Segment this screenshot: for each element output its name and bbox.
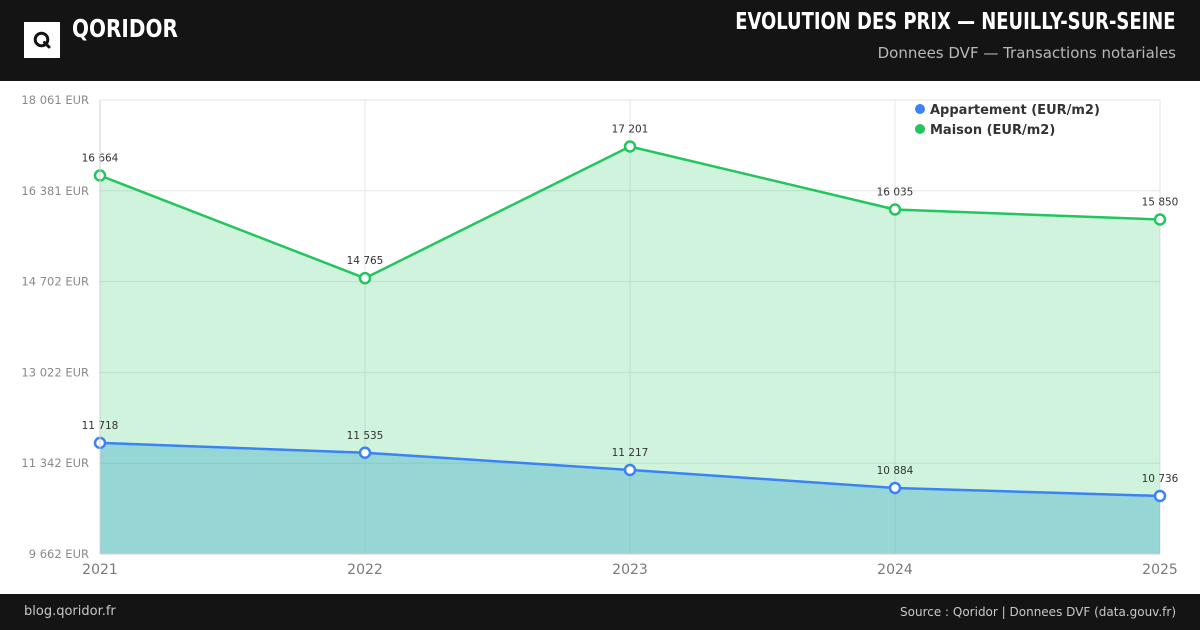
data-point-maison[interactable] bbox=[888, 203, 902, 216]
footer-site-link[interactable]: blog.qoridor.fr bbox=[24, 604, 116, 619]
legend-marker-appartement bbox=[915, 104, 925, 114]
chart-subtitle: Donnees DVF — Transactions notariales bbox=[877, 44, 1176, 62]
legend-marker-maison bbox=[915, 124, 925, 134]
footer-bar: blog.qoridor.fr Source : Qoridor | Donne… bbox=[0, 594, 1200, 630]
data-point-appartement[interactable] bbox=[358, 446, 372, 460]
data-point-maison[interactable] bbox=[1153, 213, 1167, 226]
data-point-maison[interactable] bbox=[358, 271, 372, 285]
header-bar: QORIDOR EVOLUTION DES PRIX — NEUILLY-SUR… bbox=[0, 0, 1200, 81]
data-label-maison: 16 035 bbox=[877, 187, 914, 199]
y-tick-label: 14 702 EUR bbox=[21, 275, 89, 289]
data-label-appartement: 11 535 bbox=[347, 430, 384, 442]
legend-label-maison: Maison (EUR/m2) bbox=[930, 123, 1055, 138]
y-tick-label: 11 342 EUR bbox=[21, 456, 89, 470]
x-tick-label: 2025 bbox=[1142, 562, 1178, 578]
data-point-appartement[interactable] bbox=[623, 463, 637, 477]
legend-label-appartement: Appartement (EUR/m2) bbox=[930, 103, 1100, 118]
x-tick-label: 2024 bbox=[877, 562, 913, 578]
data-point-maison[interactable] bbox=[623, 140, 637, 153]
y-tick-label: 13 022 EUR bbox=[21, 365, 89, 379]
data-label-maison: 15 850 bbox=[1142, 197, 1179, 209]
y-tick-label: 18 061 EUR bbox=[21, 93, 89, 107]
x-tick-label: 2023 bbox=[612, 562, 648, 578]
chart-title: EVOLUTION DES PRIX — NEUILLY-SUR-SEINE bbox=[735, 9, 1176, 35]
y-tick-label: 9 662 EUR bbox=[29, 547, 89, 561]
q-logo-icon bbox=[24, 22, 60, 58]
x-tick-label: 2022 bbox=[347, 562, 383, 578]
chart-area: 11 718 11 535 11 217 10 884 10 736 16 664 14 7… bbox=[0, 81, 1200, 594]
brand-name: QORIDOR bbox=[72, 14, 178, 43]
data-point-appartement[interactable] bbox=[888, 481, 902, 495]
data-label-appartement: 11 217 bbox=[612, 447, 649, 459]
data-point-appartement[interactable] bbox=[1153, 489, 1167, 503]
y-tick-label: 16 381 EUR bbox=[21, 184, 89, 198]
x-tick-label: 2021 bbox=[82, 562, 118, 578]
footer-source: Source : Qoridor | Donnees DVF (data.gou… bbox=[900, 605, 1176, 619]
series-area-appartement bbox=[100, 442, 1160, 554]
data-label-maison: 14 765 bbox=[347, 255, 384, 267]
data-label-appartement: 10 736 bbox=[1142, 473, 1179, 485]
data-label-maison: 17 201 bbox=[612, 123, 649, 135]
data-label-appartement: 10 884 bbox=[877, 465, 914, 477]
